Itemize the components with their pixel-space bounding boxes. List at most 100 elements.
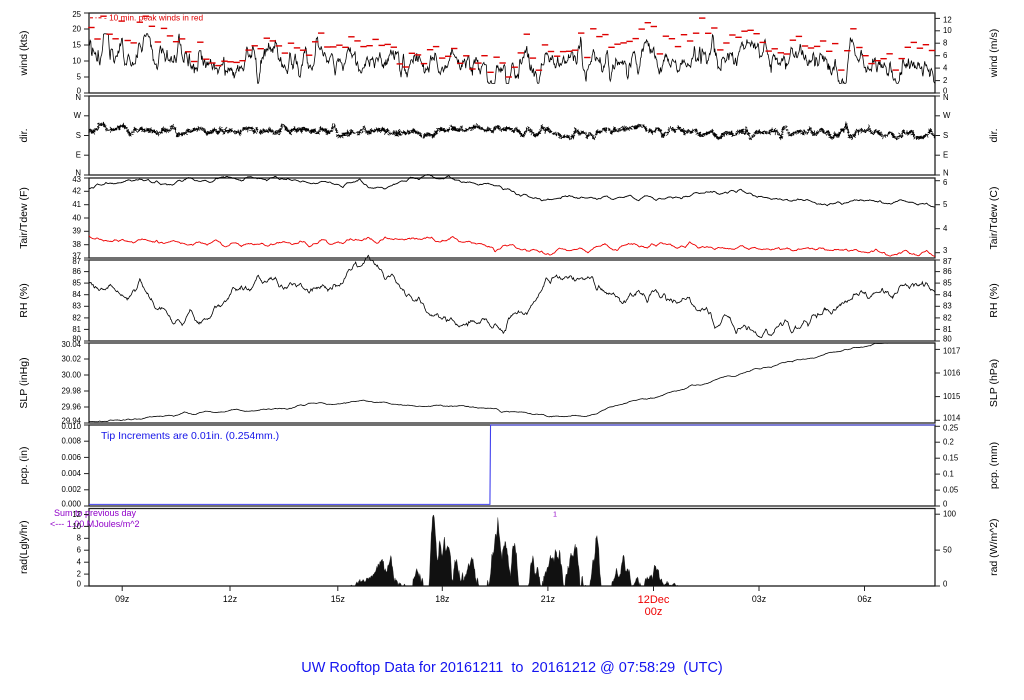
svg-text:30.02: 30.02 [61, 354, 81, 363]
svg-text:06z: 06z [857, 594, 871, 604]
svg-text:W: W [74, 111, 82, 120]
svg-text:1016: 1016 [943, 368, 960, 377]
svg-text:43: 43 [72, 175, 81, 184]
svg-text:87: 87 [943, 257, 952, 266]
svg-text:N: N [943, 93, 949, 102]
svg-text:12z: 12z [223, 594, 237, 604]
svg-text:10: 10 [72, 56, 81, 65]
svg-text:6: 6 [943, 51, 947, 60]
svg-text:S: S [76, 131, 81, 140]
svg-text:rad(Lgly/hr): rad(Lgly/hr) [18, 520, 30, 574]
svg-text:82: 82 [943, 313, 952, 322]
svg-text:15z: 15z [331, 594, 345, 604]
svg-text:81: 81 [943, 325, 952, 334]
svg-text:1017: 1017 [943, 347, 960, 356]
svg-text:29.98: 29.98 [61, 386, 81, 395]
svg-text:dir.: dir. [18, 128, 30, 142]
svg-text:03z: 03z [752, 594, 766, 604]
svg-text:rad (W/m^2): rad (W/m^2) [988, 518, 1000, 575]
svg-text:1014: 1014 [943, 414, 961, 423]
svg-text:4: 4 [943, 224, 948, 233]
svg-text:0.25: 0.25 [943, 424, 959, 433]
svg-text:50: 50 [943, 546, 952, 555]
svg-text:0: 0 [77, 579, 82, 588]
svg-text:W: W [943, 111, 951, 120]
svg-text:wind (kts): wind (kts) [18, 31, 30, 77]
svg-text:SLP (inHg): SLP (inHg) [18, 357, 30, 408]
svg-text:84: 84 [943, 290, 952, 299]
svg-text:1: 1 [553, 510, 557, 519]
svg-text:N: N [75, 93, 81, 102]
svg-text:85: 85 [943, 279, 952, 288]
svg-text:8: 8 [77, 534, 81, 543]
svg-text:N: N [943, 168, 949, 177]
svg-text:5: 5 [77, 72, 82, 81]
svg-text:Tip Increments are 0.01in. (0.: Tip Increments are 0.01in. (0.254mm.) [101, 430, 279, 442]
svg-text:21z: 21z [541, 594, 555, 604]
svg-text:82: 82 [72, 313, 81, 322]
svg-text:81: 81 [72, 325, 81, 334]
svg-text:0.002: 0.002 [61, 485, 81, 494]
svg-text:12: 12 [943, 16, 952, 25]
svg-text:2: 2 [77, 570, 81, 579]
svg-text:UW Rooftop Data for 20161211: UW Rooftop Data for 20161211 to 20161212… [301, 660, 723, 676]
svg-text:Sum to previous day: Sum to previous day [54, 508, 137, 518]
svg-text:10: 10 [72, 522, 81, 531]
svg-text:0.15: 0.15 [943, 454, 959, 463]
svg-text:85: 85 [72, 279, 81, 288]
svg-text:30.00: 30.00 [61, 370, 81, 379]
svg-text:8: 8 [943, 39, 947, 48]
svg-text:87: 87 [72, 257, 81, 266]
svg-text:09z: 09z [115, 594, 129, 604]
svg-text:E: E [76, 151, 81, 160]
svg-text:80: 80 [943, 334, 952, 343]
svg-text:12Dec: 12Dec [638, 594, 670, 606]
svg-text:84: 84 [72, 290, 81, 299]
svg-text:38: 38 [72, 240, 81, 249]
svg-text:0.006: 0.006 [61, 453, 81, 462]
svg-text:15: 15 [72, 40, 81, 49]
svg-text:18z: 18z [435, 594, 449, 604]
svg-text:4: 4 [77, 558, 82, 567]
svg-text:83: 83 [72, 302, 81, 311]
svg-text:30.04: 30.04 [61, 340, 81, 349]
svg-text:0.004: 0.004 [61, 469, 81, 478]
svg-text:RH (%): RH (%) [18, 283, 30, 317]
svg-text:pcp. (mm): pcp. (mm) [988, 442, 1000, 489]
svg-text:pcp. (in): pcp. (in) [18, 447, 30, 485]
svg-text:0.010: 0.010 [61, 422, 81, 431]
svg-text:- 10 min. peak winds in red: - 10 min. peak winds in red [104, 12, 204, 22]
svg-text:0: 0 [943, 579, 948, 588]
svg-text:0.008: 0.008 [61, 437, 81, 446]
svg-text:6: 6 [943, 178, 947, 187]
svg-text:E: E [943, 151, 948, 160]
svg-text:S: S [943, 131, 948, 140]
svg-text:100: 100 [943, 510, 957, 519]
svg-text:25: 25 [72, 10, 81, 19]
svg-text:29.96: 29.96 [61, 402, 81, 411]
svg-text:41: 41 [72, 200, 81, 209]
svg-text:4: 4 [943, 64, 948, 73]
svg-text:dir.: dir. [988, 128, 1000, 142]
svg-text:40: 40 [72, 213, 81, 222]
svg-text:10: 10 [943, 26, 952, 35]
svg-text:0: 0 [943, 499, 948, 508]
svg-text:RH (%): RH (%) [988, 283, 1000, 317]
svg-text:86: 86 [943, 267, 952, 276]
svg-text:Tair/Tdew (C): Tair/Tdew (C) [988, 186, 1000, 249]
svg-text:5: 5 [943, 200, 948, 209]
svg-text:3: 3 [943, 246, 947, 255]
svg-text:1015: 1015 [943, 392, 961, 401]
svg-text:20: 20 [72, 24, 81, 33]
svg-text:<--- 1.00 MJoules/m^2: <--- 1.00 MJoules/m^2 [50, 519, 140, 529]
svg-text:6: 6 [77, 546, 81, 555]
svg-text:39: 39 [72, 227, 81, 236]
svg-text:86: 86 [72, 267, 81, 276]
svg-text:2: 2 [943, 76, 947, 85]
svg-text:0.1: 0.1 [943, 470, 954, 479]
svg-text:83: 83 [943, 302, 952, 311]
svg-text:00z: 00z [645, 606, 663, 618]
svg-text:wind (m/s): wind (m/s) [988, 29, 1000, 78]
svg-text:42: 42 [72, 187, 81, 196]
svg-text:SLP (hPa): SLP (hPa) [988, 359, 1000, 407]
